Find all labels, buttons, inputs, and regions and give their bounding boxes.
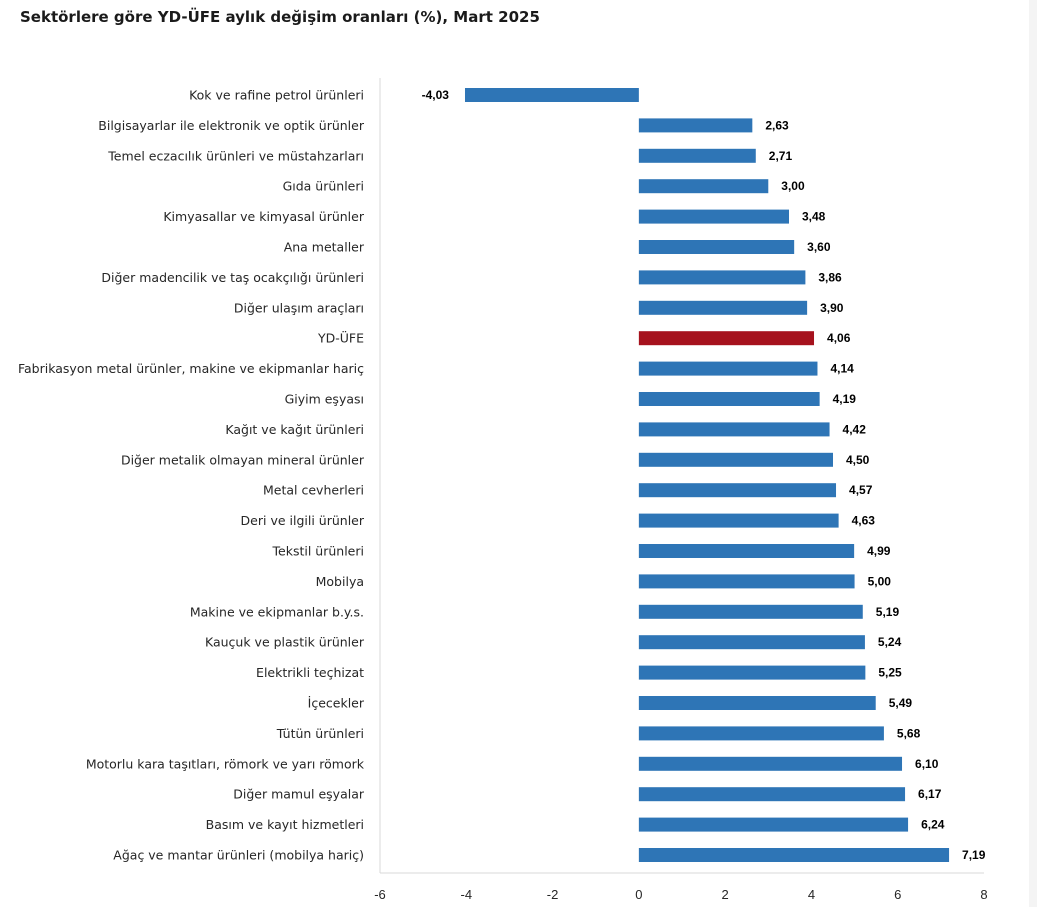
value-label: 5,19	[876, 605, 900, 619]
category-label: Ağaç ve mantar ürünleri (mobilya hariç)	[113, 848, 364, 863]
x-tick-label: 4	[808, 887, 815, 902]
bar	[638, 574, 855, 589]
value-label: 4,19	[833, 392, 857, 406]
value-label: 4,42	[843, 422, 867, 436]
x-tick-label: 0	[635, 887, 642, 902]
category-label: Deri ve ilgili ürünler	[241, 513, 365, 528]
bar-highlight	[638, 331, 815, 346]
bar	[638, 726, 884, 741]
category-label: Bilgisayarlar ile elektronik ve optik ür…	[98, 118, 365, 133]
category-label: Kok ve rafine petrol ürünleri	[189, 88, 364, 103]
bar	[638, 513, 839, 528]
value-label: 5,68	[897, 726, 921, 740]
category-label: Mobilya	[316, 574, 364, 589]
category-label: Gıda ürünleri	[283, 179, 364, 194]
value-label: 4,06	[827, 331, 851, 345]
chart-title: Sektörlere göre YD-ÜFE aylık değişim ora…	[20, 8, 540, 26]
category-label: Tütün ürünleri	[276, 726, 364, 741]
category-label: Diğer mamul eşyalar	[233, 787, 365, 802]
value-label: 2,71	[769, 149, 793, 163]
value-label: 4,14	[830, 362, 854, 376]
value-label: 3,90	[820, 301, 844, 315]
bar	[638, 361, 818, 376]
x-tick-label: -4	[461, 887, 473, 902]
bar	[638, 483, 837, 498]
value-label: 6,10	[915, 757, 939, 771]
category-label: Kağıt ve kağıt ürünleri	[225, 422, 364, 437]
value-label: 5,00	[868, 574, 892, 588]
value-label: 6,17	[918, 787, 942, 801]
category-label: Fabrikasyon metal ürünler, makine ve eki…	[18, 361, 364, 376]
scroll-edge	[1029, 0, 1037, 907]
bar	[638, 604, 863, 619]
category-label: İçecekler	[308, 696, 365, 711]
value-label: 5,24	[878, 635, 902, 649]
bar	[464, 88, 639, 102]
category-label: Giyim eşyası	[285, 392, 364, 407]
category-label: Basım ve kayıt hizmetleri	[206, 817, 364, 832]
bar	[638, 392, 820, 406]
value-label: 5,25	[878, 666, 902, 680]
bar	[638, 756, 903, 771]
category-label: Diğer ulaşım araçları	[234, 300, 364, 315]
x-tick-label: -6	[374, 887, 386, 902]
bar	[638, 696, 876, 710]
bar	[638, 848, 950, 862]
category-label: Ana metaller	[284, 240, 365, 255]
value-label: 5,49	[889, 696, 913, 710]
value-label: 2,63	[765, 118, 789, 132]
category-label: Motorlu kara taşıtları, römork ve yarı r…	[86, 756, 365, 771]
bar	[638, 422, 830, 437]
category-label: Diğer madencilik ve taş ocakçılığı ürünl…	[101, 270, 364, 285]
category-label: Temel eczacılık ürünleri ve müstahzarlar…	[107, 148, 364, 163]
category-label: Metal cevherleri	[263, 483, 364, 498]
x-tick-label: 8	[980, 887, 987, 902]
bar	[638, 817, 909, 832]
bar	[638, 300, 808, 315]
bar	[638, 452, 833, 467]
value-label: 3,60	[807, 240, 831, 254]
value-label: 4,50	[846, 453, 870, 467]
bar	[638, 148, 756, 163]
bar	[638, 179, 769, 194]
value-label: 3,00	[781, 179, 805, 193]
bar	[638, 118, 753, 133]
bar	[638, 240, 795, 254]
bar	[638, 544, 855, 558]
category-label: YD-ÜFE	[317, 330, 364, 346]
value-label: 3,86	[818, 270, 842, 284]
value-label: 6,24	[921, 818, 945, 832]
x-tick-label: -2	[547, 887, 559, 902]
bar	[638, 665, 866, 680]
category-label: Makine ve ekipmanlar b.y.s.	[190, 604, 364, 619]
category-label: Diğer metalik olmayan mineral ürünler	[121, 452, 365, 467]
value-label: 4,57	[849, 483, 873, 497]
value-label: 7,19	[962, 848, 986, 862]
bar	[638, 270, 806, 285]
value-label: -4,03	[422, 88, 450, 102]
bar	[638, 635, 865, 650]
category-label: Kimyasallar ve kimyasal ürünler	[163, 209, 364, 224]
category-label: Elektrikli teçhizat	[256, 665, 364, 680]
x-tick-label: 2	[722, 887, 729, 902]
x-tick-label: 6	[894, 887, 901, 902]
value-label: 4,99	[867, 544, 891, 558]
category-label: Tekstil ürünleri	[272, 544, 364, 559]
value-label: 4,63	[852, 514, 876, 528]
value-label: 3,48	[802, 210, 826, 224]
bar	[638, 209, 789, 224]
bar	[638, 787, 906, 802]
category-label: Kauçuk ve plastik ürünler	[205, 635, 365, 650]
